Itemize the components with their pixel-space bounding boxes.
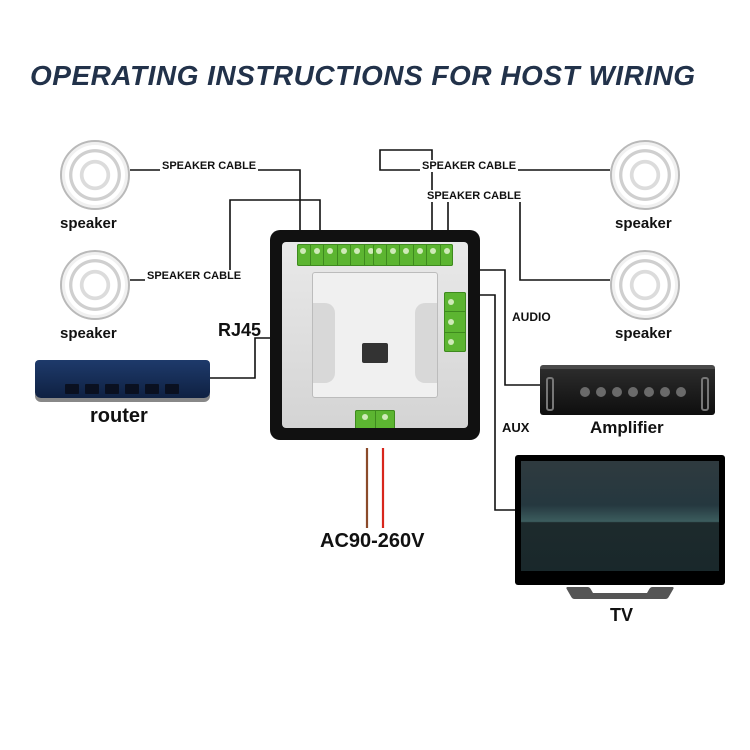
terminal-block-icon	[373, 244, 453, 266]
speaker-icon	[610, 140, 680, 210]
wiring-diagram: speaker speaker speaker speaker SPEAKER …	[0, 110, 750, 670]
speaker-label: speaker	[615, 325, 672, 342]
host-pcb	[312, 272, 438, 398]
tv-icon	[515, 455, 725, 585]
speaker-icon	[60, 140, 130, 210]
rj45-port-icon	[362, 343, 388, 363]
router-icon	[35, 360, 210, 398]
router-label: router	[90, 405, 148, 428]
cable-label: AUDIO	[510, 310, 553, 324]
cable-label: AUX	[500, 420, 531, 435]
terminal-block-icon	[297, 244, 377, 266]
power-label: AC90-260V	[320, 530, 425, 553]
host-device	[270, 230, 480, 440]
speaker-label: speaker	[60, 215, 117, 232]
cable-label: SPEAKER CABLE	[145, 270, 243, 282]
cable-label: SPEAKER CABLE	[420, 160, 518, 172]
page-title: OPERATING INSTRUCTIONS FOR HOST WIRING	[30, 60, 696, 92]
cable-label: SPEAKER CABLE	[425, 190, 523, 202]
speaker-icon	[60, 250, 130, 320]
speaker-label: speaker	[615, 215, 672, 232]
power-terminal-icon	[355, 410, 395, 428]
speaker-label: speaker	[60, 325, 117, 342]
speaker-icon	[610, 250, 680, 320]
terminal-block-icon	[444, 292, 466, 352]
tv-label: TV	[610, 605, 633, 626]
amplifier-icon	[540, 365, 715, 415]
rj45-label: RJ45	[218, 320, 261, 341]
cable-label: SPEAKER CABLE	[160, 160, 258, 172]
amplifier-label: Amplifier	[590, 418, 664, 438]
